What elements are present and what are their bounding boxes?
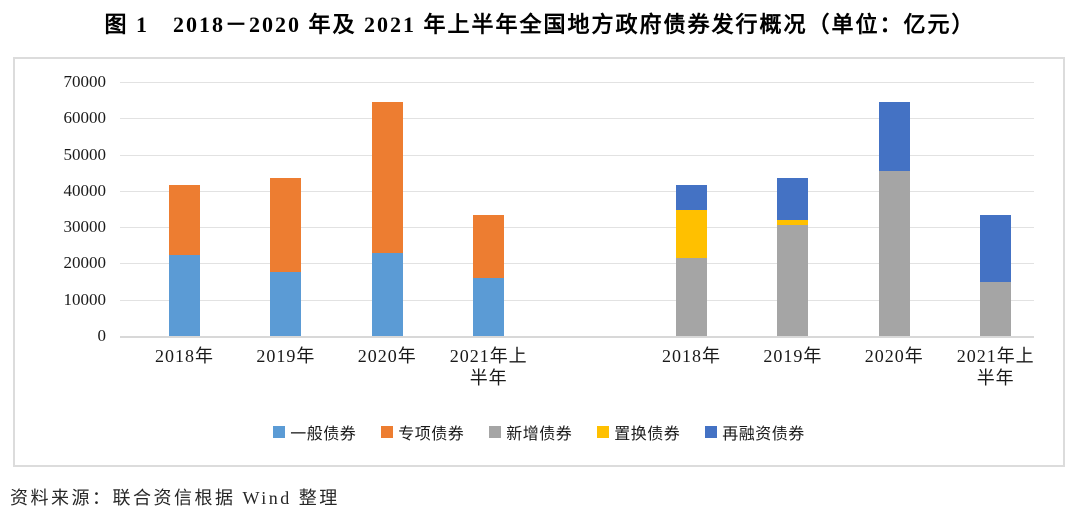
legend: 一般债券 专项债券 新增债券 置换债券 再融资债券 <box>13 420 1065 444</box>
legend-item: 再融资债券 <box>705 420 805 444</box>
gridline <box>120 190 1034 192</box>
x-axis-label: 2020年 <box>864 346 924 366</box>
legend-label: 专项债券 <box>398 426 465 443</box>
x-axis-line <box>120 336 1034 338</box>
x-axis-label: 2019年 <box>256 346 316 366</box>
y-tick-label: 0 <box>97 326 107 345</box>
bar-segment <box>270 177 302 272</box>
gridline <box>120 82 1034 83</box>
legend-label: 一般债券 <box>290 426 357 443</box>
bar-segment <box>676 258 707 336</box>
y-tick-label: 10000 <box>63 289 107 309</box>
legend-swatch-icon <box>381 426 394 438</box>
bar-segment <box>878 170 910 336</box>
bar-segment <box>371 102 403 253</box>
bar-segment <box>473 278 505 336</box>
x-axis-label: 2021年上半年 <box>449 346 528 388</box>
x-axis-label: 2021年上半年 <box>956 346 1035 388</box>
gridline <box>120 227 1034 229</box>
y-tick-label: 40000 <box>63 180 107 200</box>
bar-segment <box>371 252 403 336</box>
bar-segment <box>777 177 809 220</box>
legend-label: 再融资债券 <box>722 426 805 443</box>
bar-segment <box>676 210 707 258</box>
y-tick-label: 20000 <box>63 253 107 273</box>
y-tick-label: 70000 <box>63 72 107 91</box>
gridline <box>120 154 1034 156</box>
y-tick-label: 60000 <box>63 108 107 128</box>
x-axis-label: 2019年 <box>763 346 823 366</box>
bar-segment <box>473 214 505 279</box>
gridline <box>120 118 1034 120</box>
bar-segment <box>676 185 707 211</box>
bar-segment <box>777 219 809 226</box>
chart-panel: 一般债券 专项债券 新增债券 置换债券 再融资债券 0 10000 20000 30000 40… <box>13 57 1065 467</box>
figure-title: 图 1 2018－2020 年及 2021 年上半年全国地方政府债券发行概况（单… <box>104 12 976 37</box>
y-tick-label: 30000 <box>63 217 107 237</box>
legend-item: 置换债券 <box>597 420 680 444</box>
legend-label: 新增债券 <box>506 426 573 443</box>
source-note: 资料来源：联合资信根据 Wind 整理 <box>10 488 340 508</box>
gridline <box>120 263 1034 265</box>
x-axis-label: 2018年 <box>155 346 214 366</box>
plot-area <box>120 82 1034 338</box>
legend-swatch-icon <box>489 426 502 438</box>
legend-swatch-icon <box>597 426 610 438</box>
gridline <box>120 299 1034 301</box>
legend-item: 专项债券 <box>381 420 464 444</box>
legend-swatch-icon <box>705 426 718 438</box>
bar-segment <box>169 185 200 256</box>
bar-segment <box>169 255 200 336</box>
legend-item: 新增债券 <box>489 420 572 444</box>
bar-segment <box>270 271 302 336</box>
bar-segment <box>980 282 1012 336</box>
legend-item: 一般债券 <box>273 420 356 444</box>
bar-segment <box>980 214 1012 283</box>
bar-segment <box>777 225 809 336</box>
y-tick-label: 50000 <box>63 144 107 164</box>
x-axis-label: 2018年 <box>662 346 721 366</box>
bar-segment <box>878 102 910 171</box>
legend-label: 置换债券 <box>614 426 681 443</box>
legend-swatch-icon <box>273 426 286 438</box>
x-axis-label: 2020年 <box>357 346 417 366</box>
